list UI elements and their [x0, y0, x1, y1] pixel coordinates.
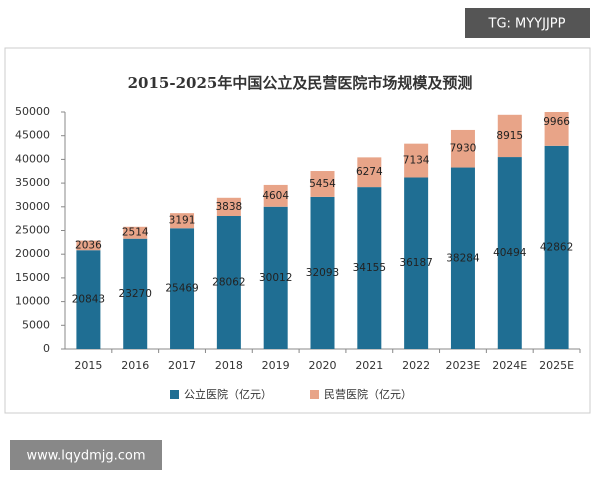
value-label: 3191 — [169, 215, 196, 227]
bar-segment — [216, 215, 241, 349]
chart-title: 2015-2025年中国公立及民营医院市场规模及预测 — [128, 74, 473, 92]
value-label: 38284 — [446, 252, 480, 264]
bar-segment — [263, 206, 288, 349]
x-tick-label: 2018 — [215, 359, 243, 372]
y-tick-label: 30000 — [15, 200, 50, 213]
y-tick-label: 40000 — [15, 152, 50, 165]
x-tick-label: 2024E — [492, 359, 527, 372]
bar-segment — [450, 167, 475, 349]
legend-label: 民营医院（亿元） — [324, 387, 412, 401]
value-label: 2514 — [122, 227, 149, 239]
x-tick-label: 2015 — [74, 359, 102, 372]
bar-segment — [123, 226, 148, 239]
y-tick-label: 15000 — [15, 271, 50, 284]
footer-box — [10, 440, 162, 470]
bar-segment — [544, 112, 569, 146]
bar-segment — [404, 177, 429, 349]
bars — [76, 112, 569, 349]
value-label: 40494 — [493, 247, 527, 259]
y-tick-label: 0 — [43, 342, 50, 355]
y-tick-label: 45000 — [15, 129, 50, 142]
bar-segment — [497, 157, 522, 349]
legend-swatch — [310, 390, 319, 399]
x-tick-label: 2017 — [168, 359, 196, 372]
x-tick-label: 2022 — [402, 359, 430, 372]
y-tick-label: 20000 — [15, 247, 50, 260]
y-tick-label: 25000 — [15, 224, 50, 237]
legend-swatch — [170, 390, 179, 399]
bar-segment — [170, 228, 195, 349]
badge-box — [465, 8, 590, 38]
x-tick-label: 2020 — [309, 359, 337, 372]
value-label: 34155 — [353, 262, 386, 274]
x-tick-label: 2021 — [355, 359, 383, 372]
value-label: 28062 — [212, 276, 245, 288]
footer-url: www.lqydmjg.com — [26, 449, 145, 464]
bar-segment — [404, 143, 429, 178]
value-label: 8915 — [496, 130, 523, 142]
bar-segment — [123, 238, 148, 349]
bar-segment — [310, 171, 335, 197]
value-label: 5454 — [309, 178, 336, 190]
legend-label: 公立医院（亿元） — [184, 387, 272, 401]
bar-segment — [76, 240, 101, 251]
y-tick-label: 5000 — [22, 318, 50, 331]
value-label: 36187 — [399, 257, 432, 269]
bar-segment — [357, 157, 382, 188]
badge: TG: MYYJJPP — [488, 17, 566, 32]
x-tick-label: 2023E — [445, 359, 480, 372]
x-tick-label: 2019 — [262, 359, 290, 372]
bar-segment — [76, 250, 101, 349]
bar-segment — [497, 114, 522, 158]
x-tick-label: 2025E — [539, 359, 574, 372]
value-label: 32093 — [306, 267, 339, 279]
chart-panel — [4, 47, 591, 414]
value-label: 3838 — [215, 201, 242, 213]
value-label: 23270 — [119, 288, 152, 300]
value-label: 7930 — [450, 143, 477, 155]
value-label: 7134 — [403, 155, 430, 167]
y-tick-label: 10000 — [15, 295, 50, 308]
bar-segment — [216, 197, 241, 216]
y-tick-label: 35000 — [15, 176, 50, 189]
value-label: 42862 — [540, 241, 573, 253]
value-label: 4604 — [262, 190, 289, 202]
bar-segment — [263, 184, 288, 207]
bar-segment — [544, 145, 569, 349]
x-tick-label: 2016 — [121, 359, 149, 372]
value-label: 20843 — [72, 294, 105, 306]
bar-segment — [450, 129, 475, 168]
value-label: 2036 — [75, 239, 102, 251]
bar-segment — [310, 196, 335, 349]
y-tick-label: 50000 — [15, 105, 50, 118]
value-label: 9966 — [543, 116, 570, 128]
value-label: 6274 — [356, 166, 383, 178]
bar-segment — [357, 187, 382, 349]
bar-segment — [170, 213, 195, 229]
value-label: 25469 — [165, 283, 198, 295]
value-label: 30012 — [259, 272, 292, 284]
